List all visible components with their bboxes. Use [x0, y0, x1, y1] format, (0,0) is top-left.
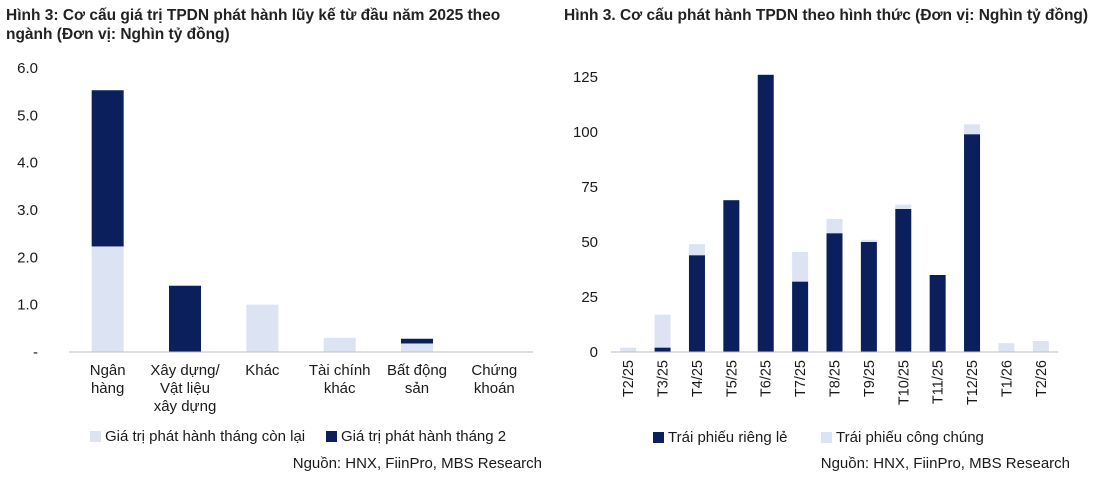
x-tick-label: Tài chính — [309, 362, 371, 379]
x-tick-label: T1/26 — [999, 360, 1015, 397]
bar-light-segment — [1032, 341, 1049, 352]
bar-dark-segment — [688, 255, 705, 352]
y-tick-label: 6.0 — [17, 60, 38, 77]
y-tick-label: 125 — [573, 69, 598, 86]
bar-light-segment — [620, 347, 637, 352]
bar-dark-segment — [826, 233, 843, 352]
x-tick-label: sản — [405, 380, 429, 397]
x-tick-label: Chứng — [471, 362, 517, 379]
bar-light-segment — [323, 337, 356, 352]
left-chart-source: Nguồn: HNX, FiinPro, MBS Research — [292, 455, 542, 472]
y-tick-label: - — [33, 344, 38, 361]
y-tick-label: 3.0 — [17, 202, 38, 219]
x-tick-label: T10/25 — [896, 360, 912, 405]
bar-light-segment — [91, 246, 124, 352]
x-tick-label: T4/25 — [690, 360, 706, 397]
bar-light-segment — [688, 244, 705, 256]
legend-swatch — [821, 432, 832, 443]
bar-light-segment — [792, 251, 809, 282]
y-tick-label: 5.0 — [17, 107, 38, 124]
x-tick-label: T5/25 — [724, 360, 740, 397]
right-chart-svg: 0 25 50 75 100 125 T2/25 T3/25 T4/25 T5/25 T6/25 T7… — [573, 69, 1058, 446]
x-tick-label: xây dựng — [154, 398, 217, 415]
bar-light-segment — [860, 239, 877, 242]
x-tick-label: khác — [324, 380, 356, 397]
x-tick-label: T3/25 — [656, 360, 672, 397]
y-tick-label: 100 — [573, 124, 598, 141]
x-tick-label: khoán — [474, 380, 515, 397]
y-tick-label: 0 — [590, 344, 598, 361]
x-tick-label: Vật liệu — [160, 380, 210, 397]
legend-label: Giá trị phát hành tháng còn lại — [105, 428, 305, 445]
bar-dark-segment — [723, 200, 740, 352]
legend-swatch — [653, 432, 664, 443]
x-tick-label: Bất động — [387, 362, 447, 379]
bar-dark-segment — [860, 242, 877, 352]
x-tick-label: T12/25 — [965, 360, 981, 405]
bar-light-segment — [654, 314, 671, 348]
x-tick-label: T2/26 — [1034, 360, 1050, 397]
x-tick-label: T11/25 — [931, 360, 947, 404]
bar-dark-segment — [895, 209, 912, 352]
x-tick-label: Ngân — [90, 362, 126, 379]
bar-light-segment — [998, 343, 1015, 352]
right-chart-title: Hình 3. Cơ cấu phát hành TPDN theo hình … — [564, 7, 1089, 24]
bar-dark-segment — [169, 285, 201, 352]
right-chart-source: Nguồn: HNX, FiinPro, MBS Research — [820, 455, 1070, 472]
y-tick-label: 50 — [581, 234, 598, 251]
y-tick-label: 2.0 — [17, 249, 38, 266]
bar-light-segment — [895, 204, 912, 209]
left-chart-title: Hình 3: Cơ cấu giá trị TPDN phát hành lũ… — [6, 7, 501, 43]
y-tick-label: 4.0 — [17, 155, 38, 172]
bar-light-segment — [246, 304, 279, 352]
legend-label: Trái phiếu riêng lẻ — [668, 429, 788, 446]
right-chart-panel: Hình 3. Cơ cấu phát hành TPDN theo hình … — [562, 0, 1114, 490]
x-tick-label: Khác — [245, 362, 280, 379]
bar-dark-segment — [654, 347, 671, 352]
legend-swatch — [326, 431, 337, 442]
y-tick-label: 1.0 — [17, 297, 38, 314]
legend-label: Trái phiếu công chúng — [836, 429, 984, 446]
bar-dark-segment — [929, 275, 946, 352]
x-tick-label: T8/25 — [828, 360, 844, 397]
bar-dark-segment — [792, 281, 809, 352]
bar-dark-segment — [91, 90, 124, 247]
bar-dark-segment — [401, 338, 433, 344]
legend-label: Giá trị phát hành tháng 2 — [341, 428, 506, 445]
y-tick-label: 25 — [581, 289, 598, 306]
x-tick-label: Xây dựng/ — [150, 362, 220, 379]
x-tick-label: T6/25 — [759, 360, 775, 397]
bar-dark-segment — [757, 74, 774, 353]
legend-swatch — [90, 431, 101, 442]
x-tick-label: hàng — [91, 380, 124, 397]
x-tick-label: T2/25 — [621, 360, 637, 397]
bar-light-segment — [401, 343, 433, 352]
bar-light-segment — [826, 218, 843, 234]
y-tick-label: 75 — [581, 179, 598, 196]
bar-dark-segment — [964, 134, 981, 352]
left-chart-panel: Hình 3: Cơ cấu giá trị TPDN phát hành lũ… — [0, 0, 548, 490]
x-tick-label: T7/25 — [793, 360, 809, 397]
x-tick-label: T9/25 — [862, 360, 878, 397]
bar-light-segment — [964, 124, 981, 135]
